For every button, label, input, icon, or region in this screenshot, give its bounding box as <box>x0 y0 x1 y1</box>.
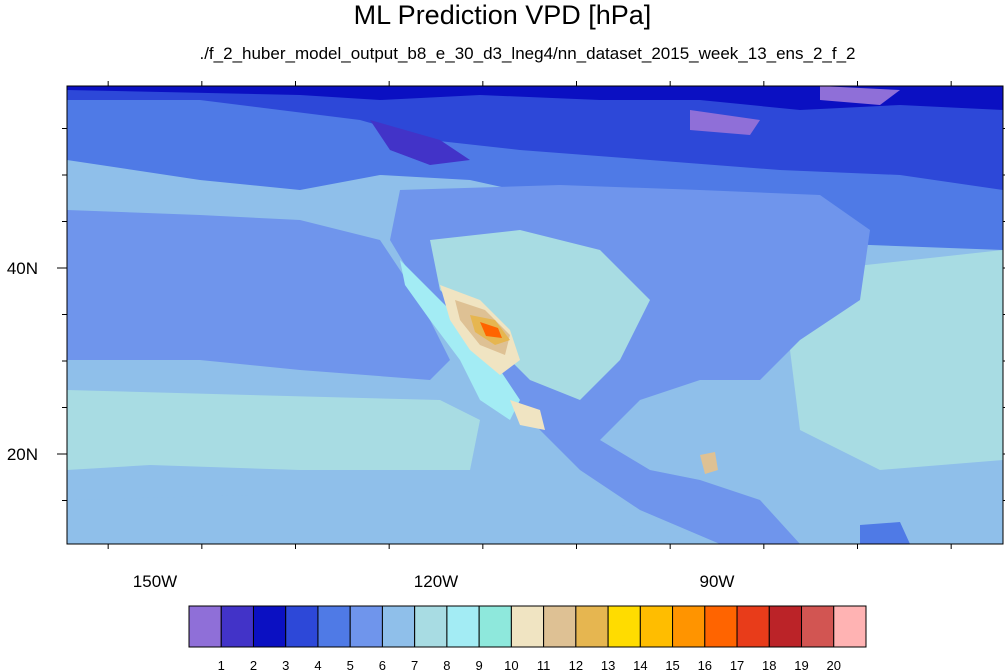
field-north-band-2 <box>67 86 1003 190</box>
colorbar-swatch <box>607 605 641 648</box>
field-south-america <box>860 522 910 544</box>
field-sonoran-hotspot <box>480 322 502 338</box>
field-tropic-band <box>67 490 700 544</box>
colorbar-label: 14 <box>633 658 647 672</box>
colorbar-label: 4 <box>314 658 321 672</box>
colorbar-label: 16 <box>698 658 712 672</box>
colorbar-label: 20 <box>827 658 841 672</box>
field-north-band-3 <box>67 86 1003 110</box>
colorbar-label: 3 <box>282 658 289 672</box>
field-baja <box>400 260 520 420</box>
colorbar-swatch <box>704 605 738 648</box>
colorbar-swatch <box>543 605 577 648</box>
field-canada-min-2 <box>820 86 900 105</box>
colorbar-label: 10 <box>504 658 518 672</box>
colorbar-label: 12 <box>569 658 583 672</box>
field-pacific-mid <box>67 210 450 380</box>
colorbar-label: 11 <box>537 658 551 672</box>
colorbar-swatch <box>801 605 835 648</box>
colorbar-swatch <box>252 605 287 648</box>
colorbar: 1 2 3 4 5 6 7 8 9 10 11 12 13 14 15 16 17 18 19 20 <box>188 605 867 672</box>
colorbar-swatch <box>381 605 416 648</box>
x-tick-label: 120W <box>414 572 458 591</box>
colorbar-swatch <box>446 605 480 648</box>
colorbar-label: 8 <box>443 658 450 672</box>
colorbar-swatch <box>220 605 254 648</box>
x-tick-label: 90W <box>700 572 735 591</box>
colorbar-swatch <box>672 605 706 648</box>
field-southwest-us <box>430 230 650 400</box>
colorbar-label: 9 <box>476 658 483 672</box>
y-axis: 40N 20N <box>7 128 1005 501</box>
colorbar-label: 2 <box>250 658 257 672</box>
y-tick-label: 40N <box>7 259 38 278</box>
colorbar-label: 13 <box>601 658 615 672</box>
colorbar-label: 5 <box>347 658 354 672</box>
chart-title: ML Prediction VPD [hPa] <box>353 0 652 30</box>
colorbar-swatch <box>285 605 319 648</box>
colorbar-swatch <box>768 605 803 648</box>
colorbar-swatch <box>833 605 867 648</box>
x-axis: 150W 120W 90W <box>107 81 952 591</box>
x-tick-label: 150W <box>133 572 177 591</box>
y-tick-label: 20N <box>7 445 38 464</box>
field-pacific-south <box>67 390 480 470</box>
colorbar-swatch <box>639 605 674 648</box>
colorbar-swatch <box>478 605 512 648</box>
field-pnw-low <box>370 120 470 165</box>
colorbar-label: 17 <box>730 658 744 672</box>
field-canada-min <box>690 110 760 135</box>
colorbar-label: 6 <box>379 658 386 672</box>
colorbar-label: 1 <box>218 658 225 672</box>
colorbar-swatch <box>414 605 448 648</box>
colorbar-swatch <box>510 605 545 648</box>
colorbar-label: 7 <box>411 658 418 672</box>
colorbar-swatch <box>349 605 383 648</box>
colorbar-swatch <box>575 605 609 648</box>
colorbar-label: 19 <box>794 658 808 672</box>
colorbar-swatch <box>317 605 351 648</box>
field-yucatan <box>700 452 718 474</box>
vpd-field <box>67 86 1003 544</box>
colorbar-swatch <box>188 605 222 648</box>
colorbar-label: 15 <box>665 658 679 672</box>
field-mexico-dry <box>510 400 545 430</box>
chart-subtitle: ./f_2_huber_model_output_b8_e_30_d3_lneg… <box>199 44 856 63</box>
colorbar-label: 18 <box>762 658 776 672</box>
colorbar-swatch <box>736 605 770 648</box>
